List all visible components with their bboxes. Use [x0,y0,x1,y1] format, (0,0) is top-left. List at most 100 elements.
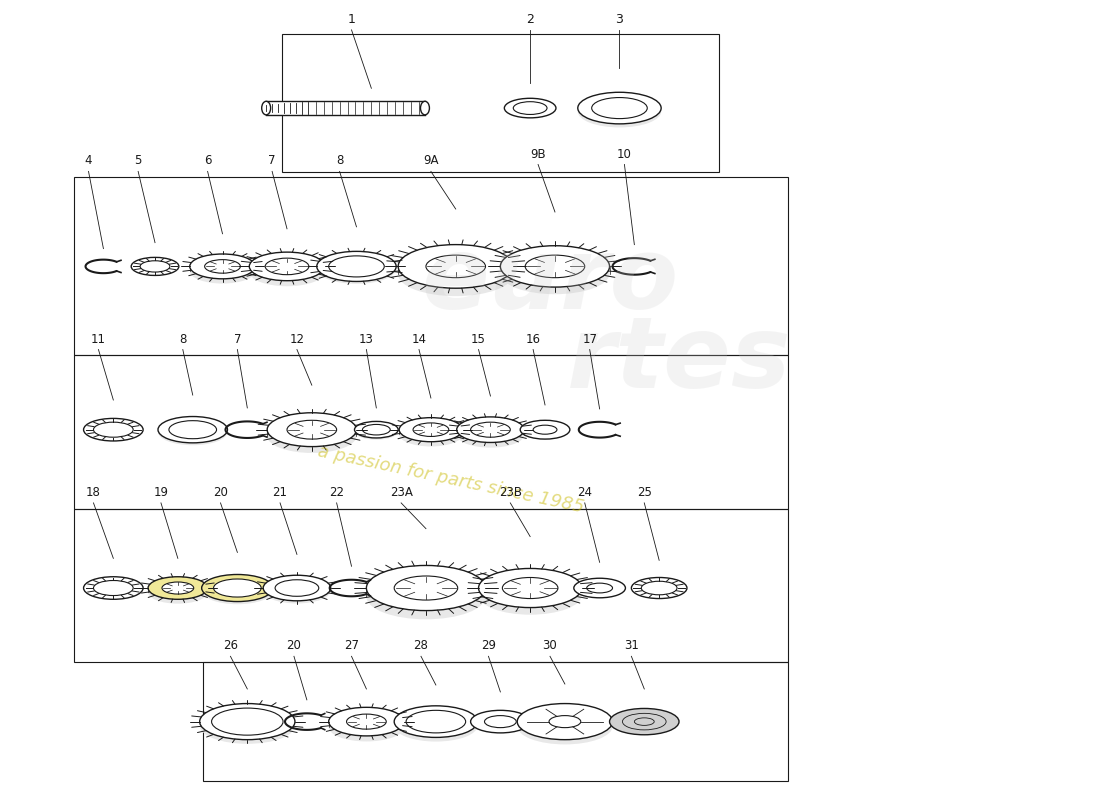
Text: 9A: 9A [424,154,439,167]
Ellipse shape [94,581,133,595]
Text: 28: 28 [414,639,428,652]
Text: 4: 4 [85,154,92,167]
Ellipse shape [169,421,217,438]
Text: 19: 19 [154,486,168,499]
Ellipse shape [399,422,463,446]
Text: 24: 24 [578,486,592,499]
Text: 15: 15 [471,333,486,346]
Text: 2: 2 [526,13,535,26]
Ellipse shape [398,253,514,296]
Text: 9B: 9B [530,147,546,161]
Text: 21: 21 [273,486,287,499]
Text: 22: 22 [329,486,344,499]
Ellipse shape [366,574,485,619]
Ellipse shape [263,578,331,603]
Ellipse shape [250,258,324,286]
Ellipse shape [250,252,324,281]
Ellipse shape [456,422,525,448]
Ellipse shape [420,102,429,115]
Text: 12: 12 [289,333,305,346]
Ellipse shape [534,425,557,434]
Ellipse shape [329,707,404,736]
Text: 8: 8 [179,333,187,346]
Text: a passion for parts since 1985: a passion for parts since 1985 [316,442,585,516]
Ellipse shape [549,715,581,728]
Text: 17: 17 [582,333,597,346]
Ellipse shape [366,566,485,610]
Text: 5: 5 [134,154,142,167]
Ellipse shape [267,413,356,446]
Ellipse shape [189,258,255,283]
Ellipse shape [503,578,558,598]
Text: 16: 16 [526,333,540,346]
Ellipse shape [399,418,463,442]
Text: 10: 10 [617,147,631,161]
Polygon shape [266,102,425,115]
Ellipse shape [158,419,228,446]
Ellipse shape [586,583,613,593]
Ellipse shape [398,245,514,288]
Text: 25: 25 [637,486,651,499]
Bar [202,662,789,781]
Ellipse shape [201,577,273,604]
Ellipse shape [631,578,688,598]
Ellipse shape [265,258,309,274]
Ellipse shape [317,254,396,284]
Ellipse shape [140,261,169,272]
Text: 8: 8 [336,154,343,167]
Ellipse shape [275,580,319,596]
Ellipse shape [574,578,626,598]
Ellipse shape [394,706,477,738]
Ellipse shape [148,577,208,599]
Ellipse shape [406,710,465,733]
Ellipse shape [317,251,396,282]
Ellipse shape [189,254,255,279]
Text: 1: 1 [348,13,355,26]
Ellipse shape [517,703,613,740]
Ellipse shape [329,256,384,277]
Ellipse shape [394,576,458,600]
Text: 30: 30 [542,639,558,652]
Ellipse shape [520,420,570,439]
Ellipse shape [213,579,261,597]
Ellipse shape [158,417,228,443]
Text: 20: 20 [286,639,301,652]
Text: 6: 6 [204,154,211,167]
Ellipse shape [201,574,273,602]
Text: 23A: 23A [389,486,412,499]
Ellipse shape [346,714,386,729]
Text: 26: 26 [223,639,238,652]
Ellipse shape [478,569,582,607]
Bar [74,178,789,355]
Bar [282,34,718,172]
Ellipse shape [211,708,283,735]
Text: euro: euro [421,233,679,330]
Ellipse shape [456,417,525,442]
Ellipse shape [329,713,404,742]
Ellipse shape [525,255,585,278]
Ellipse shape [354,423,398,440]
Ellipse shape [84,577,143,599]
Text: 14: 14 [411,333,427,346]
Text: 13: 13 [359,333,374,346]
Text: 7: 7 [268,154,276,167]
Ellipse shape [609,709,679,734]
Ellipse shape [504,98,556,118]
Ellipse shape [94,422,133,438]
Text: 29: 29 [481,639,496,652]
Ellipse shape [517,708,613,745]
Text: 20: 20 [213,486,228,499]
Text: 18: 18 [86,486,101,499]
Ellipse shape [484,715,516,728]
Ellipse shape [200,703,295,740]
Ellipse shape [200,708,295,744]
Ellipse shape [394,710,477,742]
Text: rtes: rtes [566,312,791,409]
Ellipse shape [263,575,331,601]
Ellipse shape [641,582,676,594]
Ellipse shape [426,255,485,278]
Ellipse shape [131,258,179,275]
Ellipse shape [162,582,194,594]
Text: 3: 3 [616,13,624,26]
Ellipse shape [514,102,547,114]
